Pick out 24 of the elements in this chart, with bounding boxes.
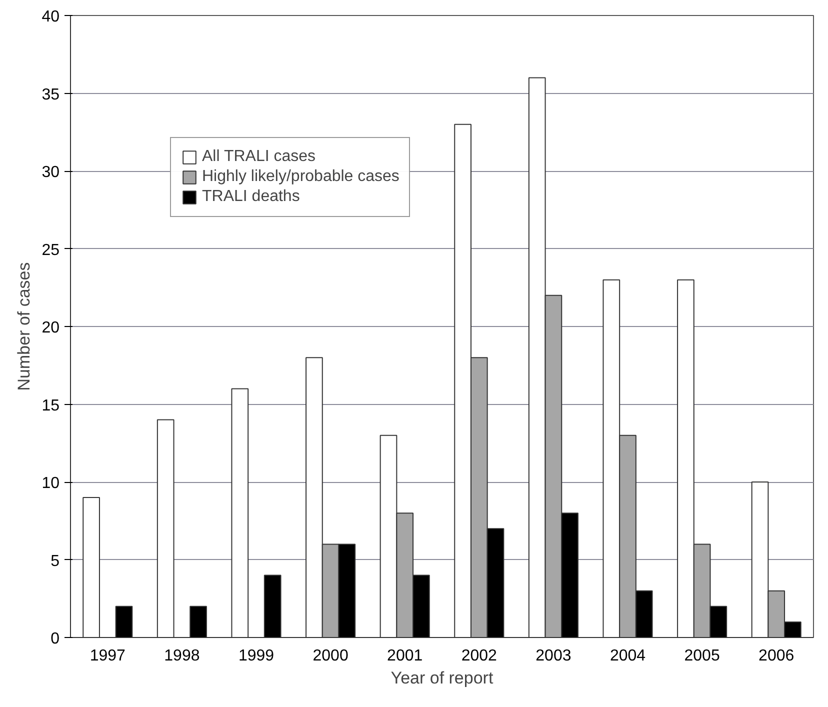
y-tick-label: 25 (42, 242, 60, 259)
legend-label: TRALI deaths (202, 188, 300, 206)
y-tick-label: 0 (50, 630, 60, 648)
x-tick-label: 1999 (238, 648, 274, 664)
y-tick-label: 10 (42, 475, 60, 492)
x-tick-label: 1997 (90, 648, 126, 664)
y-tick-label: 20 (42, 320, 60, 336)
x-tick-label: 2002 (461, 648, 498, 664)
x-tick-label: 2001 (387, 648, 423, 664)
x-tick-label: 2005 (684, 648, 720, 664)
x-tick-label: 2000 (312, 648, 348, 664)
y-tick-label: 15 (42, 397, 60, 414)
x-tick-label: 1998 (164, 648, 200, 664)
y-tick-label: 5 (50, 552, 60, 570)
x-axis-title: Year of report (390, 668, 494, 688)
y-tick-label: 35 (42, 86, 60, 104)
legend-label: Highly likely/probable cases (202, 168, 400, 186)
y-tick-label: 30 (42, 164, 60, 181)
x-tick-label: 2004 (610, 648, 646, 664)
y-axis-title: Number of cases (14, 262, 34, 391)
x-tick-label: 2006 (758, 648, 794, 664)
legend-label: All TRALI cases (202, 148, 316, 166)
x-tick-label: 2003 (536, 648, 572, 664)
y-tick-label: 40 (42, 8, 60, 26)
